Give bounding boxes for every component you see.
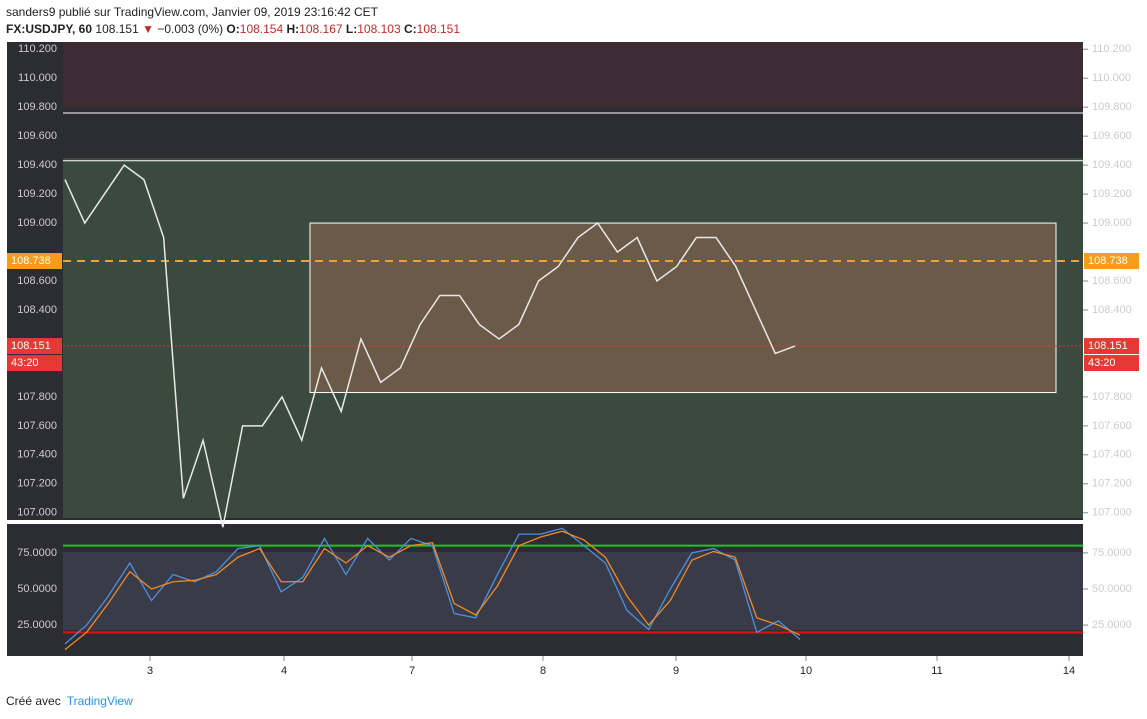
osc-d xyxy=(64,530,801,651)
y-tick-label-left: 109.000 xyxy=(17,217,57,229)
y-tick-label: 109.200 xyxy=(1092,188,1132,200)
brand[interactable]: TradingView xyxy=(66,694,133,708)
y-tick-label: 109.600 xyxy=(1092,130,1132,142)
arrow: ▼ xyxy=(142,22,155,36)
y-tick-label-left: 107.000 xyxy=(17,507,57,519)
last: 108.151 xyxy=(95,22,139,36)
y-tick-label: 109.400 xyxy=(1092,159,1132,171)
y-tick-label-left: 107.600 xyxy=(17,420,57,432)
osc-tick-label-left: 75.0000 xyxy=(17,547,57,559)
footer: Créé avec TradingView xyxy=(6,694,133,708)
y-tick-label: 109.000 xyxy=(1092,217,1132,229)
low: 108.103 xyxy=(357,22,401,36)
countdown-tag-bg xyxy=(7,355,62,372)
y-tick-label-left: 108.600 xyxy=(17,275,57,287)
o-label: O: xyxy=(226,22,240,36)
l-label: L: xyxy=(345,22,358,36)
dashed-tag-bg xyxy=(1084,253,1139,270)
y-tick-label-left: 109.200 xyxy=(17,188,57,200)
x-tick-label: 3 xyxy=(147,665,153,677)
osc-k xyxy=(64,527,801,645)
y-tick-label-left: 107.800 xyxy=(17,391,57,403)
y-tick-label: 107.200 xyxy=(1092,478,1132,490)
y-tick-label-left: 109.600 xyxy=(17,130,57,142)
osc-tick-label-left: 25.0000 xyxy=(17,619,57,631)
dashed-tag: 108.738 xyxy=(1088,255,1128,267)
y-tick-label-left: 109.400 xyxy=(17,159,57,171)
countdown-tag: 43:20 xyxy=(1088,357,1116,369)
y-tick-label-left: 109.800 xyxy=(17,101,57,113)
made-with: Créé avec xyxy=(6,694,61,708)
symbol: FX:USDJPY, 60 xyxy=(6,22,93,36)
y-tick-label-left: 107.200 xyxy=(17,478,57,490)
countdown-tag: 43:20 xyxy=(11,357,39,369)
y-tick-label: 110.200 xyxy=(1092,43,1131,55)
current-tag: 108.151 xyxy=(1088,340,1128,352)
open: 108.154 xyxy=(239,22,284,36)
y-tick-label: 107.600 xyxy=(1092,420,1132,432)
h-label: H: xyxy=(286,22,300,36)
y-tick-label: 107.800 xyxy=(1092,391,1132,403)
y-tick-label-left: 107.400 xyxy=(17,449,57,461)
x-tick-label: 11 xyxy=(931,665,942,677)
price-line xyxy=(64,164,796,528)
high: 108.167 xyxy=(299,22,343,36)
current-tag-bg xyxy=(7,338,62,355)
x-tick-label: 8 xyxy=(540,665,546,677)
countdown-tag-bg xyxy=(1084,355,1139,372)
x-tick-label: 14 xyxy=(1063,665,1075,677)
change: −0.003 (0%) xyxy=(157,22,224,36)
dashed-tag: 108.738 xyxy=(11,255,51,267)
x-tick-label: 9 xyxy=(673,665,679,677)
dashed-tag-bg xyxy=(7,253,62,270)
x-tick-label: 4 xyxy=(281,665,287,677)
osc-tick-label: 75.0000 xyxy=(1092,547,1132,559)
symbol-line: FX:USDJPY, 60 108.151 ▼ −0.003 (0%) O:10… xyxy=(6,22,460,36)
y-tick-label: 110.000 xyxy=(1092,72,1131,84)
y-tick-label: 107.400 xyxy=(1092,449,1132,461)
y-tick-label: 108.400 xyxy=(1092,304,1132,316)
x-tick-label: 10 xyxy=(800,665,812,677)
y-tick-label-left: 110.000 xyxy=(18,72,57,84)
y-tick-label: 107.000 xyxy=(1092,507,1132,519)
range-box xyxy=(309,222,1057,394)
y-tick-label: 108.600 xyxy=(1092,275,1132,287)
c-label: C: xyxy=(403,22,417,36)
osc-zone xyxy=(63,552,1083,630)
current-tag-bg xyxy=(1084,338,1139,355)
zone-green xyxy=(63,158,1083,518)
publisher-line: sanders9 publié sur TradingView.com, Jan… xyxy=(6,5,378,19)
close: 108.151 xyxy=(416,22,461,36)
y-tick-label-left: 108.400 xyxy=(17,304,57,316)
current-tag: 108.151 xyxy=(11,340,51,352)
y-tick-label-left: 110.200 xyxy=(18,43,57,55)
osc-tick-label-left: 50.0000 xyxy=(17,583,57,595)
zone-red xyxy=(63,42,1083,108)
osc-tick-label: 50.0000 xyxy=(1092,583,1132,595)
y-tick-label: 109.800 xyxy=(1092,101,1132,113)
osc-tick-label: 25.0000 xyxy=(1092,619,1132,631)
chart: 107.000 107.000 107.200 107.200 107.400 107.4… xyxy=(7,42,1139,677)
x-tick-label: 7 xyxy=(409,665,415,677)
